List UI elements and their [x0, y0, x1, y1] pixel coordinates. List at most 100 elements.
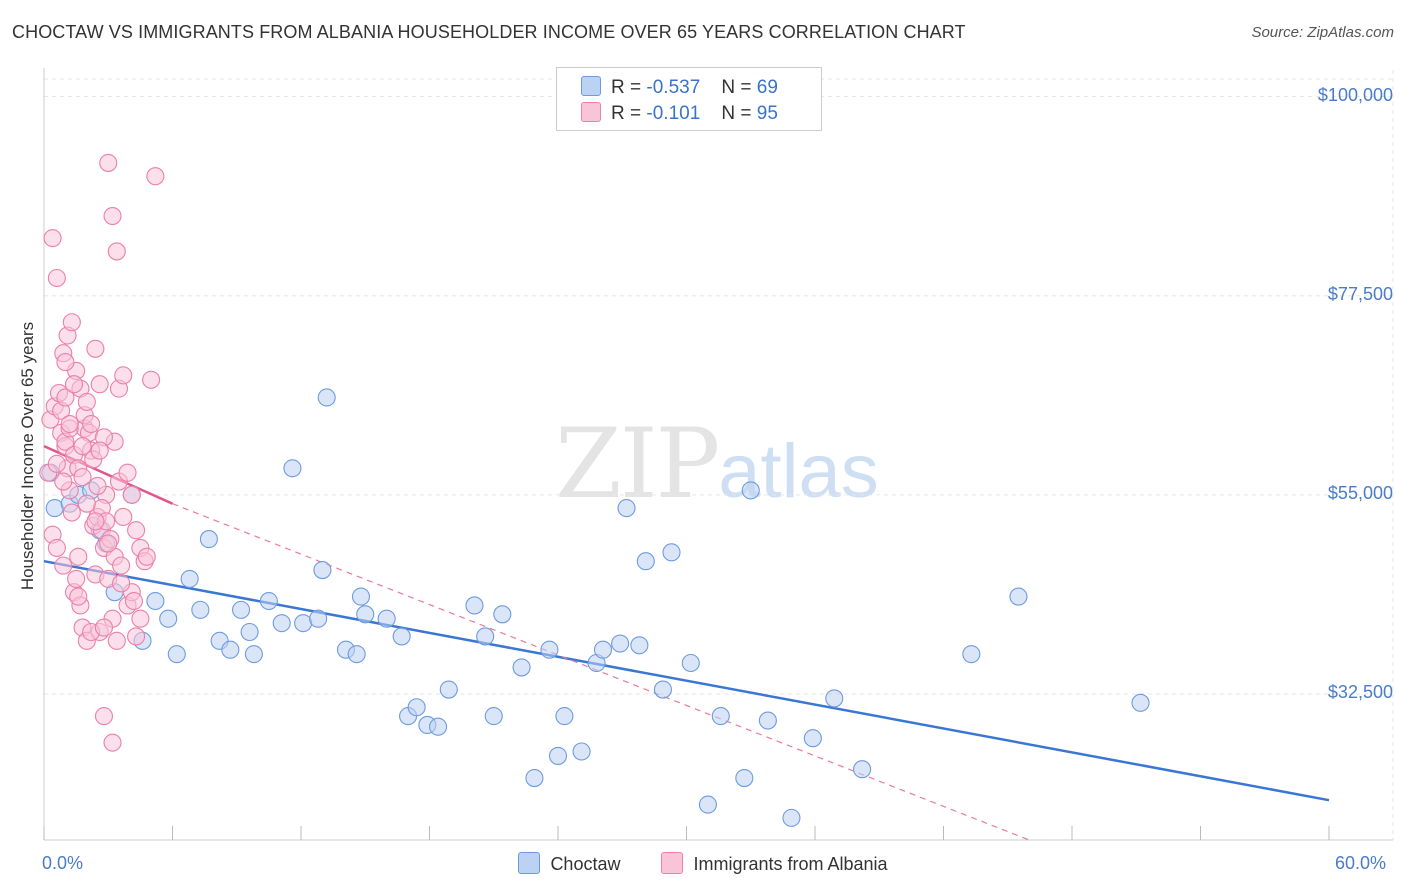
albania-point — [127, 627, 146, 646]
choctaw-point — [803, 729, 822, 748]
choctaw-point — [681, 653, 700, 673]
albania-point — [88, 476, 107, 496]
legend-item-choctaw: Choctaw — [518, 852, 620, 875]
choctaw-point — [735, 768, 754, 788]
legend-row-albania: R = -0.101 N = 95 — [581, 102, 778, 126]
choctaw-point — [377, 609, 396, 628]
choctaw-point — [555, 707, 574, 726]
choctaw-point — [512, 658, 531, 677]
choctaw-point — [636, 552, 655, 571]
y-axis-title: Householder Income Over 65 years — [18, 321, 37, 591]
choctaw-point — [465, 596, 484, 615]
choctaw-point — [392, 627, 411, 646]
stats-legend: R = -0.537 N = 69 R = -0.101 N = 95 — [556, 67, 822, 131]
albania-point — [114, 366, 133, 385]
choctaw-point — [698, 795, 717, 814]
albania-point — [64, 375, 84, 394]
choctaw-point — [180, 569, 199, 588]
choctaw-point — [221, 640, 240, 659]
choctaw-point — [630, 636, 649, 655]
choctaw-point — [309, 609, 328, 628]
albania-point — [112, 556, 131, 575]
choctaw-point — [294, 614, 313, 633]
albania-point — [77, 392, 96, 411]
choctaw-point — [429, 717, 448, 736]
albania-point — [127, 521, 146, 540]
choctaw-point — [240, 622, 259, 642]
albania-point — [73, 468, 92, 487]
albania-trend-line-extended — [172, 503, 1030, 841]
choctaw-point — [244, 645, 263, 664]
albania-point — [77, 494, 96, 513]
choctaw-point — [272, 614, 291, 633]
choctaw-point — [617, 499, 636, 518]
choctaw-point — [1131, 693, 1150, 712]
albania-point — [60, 414, 79, 434]
choctaw-point — [407, 698, 426, 717]
choctaw-point — [593, 640, 613, 659]
legend-swatch-blue — [518, 852, 541, 874]
albania-point — [47, 268, 66, 288]
legend-label: Choctaw — [550, 854, 621, 874]
choctaw-point — [572, 742, 591, 761]
choctaw-point — [439, 680, 458, 699]
choctaw-point — [853, 760, 872, 779]
albania-point — [43, 229, 62, 248]
choctaw-point — [476, 627, 495, 646]
albania-point — [82, 414, 101, 434]
albania-point — [124, 591, 143, 611]
albania-point — [86, 512, 105, 531]
choctaw-point — [191, 600, 210, 619]
choctaw-point — [711, 707, 730, 726]
choctaw-point — [653, 680, 672, 699]
y-tick-label: $100,000 — [1317, 84, 1393, 105]
albania-point — [114, 507, 133, 527]
albania-point — [90, 375, 109, 394]
albania-point — [131, 609, 150, 628]
choctaw-point — [199, 530, 218, 549]
choctaw-point — [662, 543, 681, 562]
axes — [43, 68, 1393, 841]
albania-point — [69, 587, 88, 606]
choctaw-point — [231, 600, 251, 619]
choctaw-point — [548, 746, 568, 765]
legend-row-choctaw: R = -0.537 N = 69 — [581, 76, 778, 100]
albania-point — [99, 534, 118, 553]
albania-point — [47, 454, 66, 473]
choctaw-point — [484, 707, 503, 726]
albania-point — [103, 733, 122, 752]
albania-point — [56, 388, 75, 407]
albania-point — [90, 441, 109, 460]
legend-swatch-blue — [581, 76, 601, 96]
legend-swatch-pink — [661, 852, 684, 874]
choctaw-trend-line — [43, 559, 1330, 802]
legend-r-label: R = — [611, 103, 642, 124]
choctaw-point — [347, 645, 366, 664]
legend-n-label: N = — [721, 103, 752, 124]
legend-swatch-pink — [581, 102, 601, 122]
choctaw-point — [611, 634, 630, 653]
choctaw-point — [962, 645, 981, 664]
data-points — [39, 153, 1150, 827]
choctaw-point — [493, 605, 512, 624]
albania-point — [103, 206, 122, 226]
choctaw-point — [283, 459, 302, 478]
albania-point — [47, 538, 66, 557]
albania-point — [112, 574, 131, 593]
albania-point — [67, 569, 86, 588]
legend-n-value: 69 — [756, 77, 778, 98]
choctaw-point — [782, 808, 801, 827]
albania-point — [56, 353, 75, 372]
x-tick-label-max: 60.0% — [1335, 853, 1387, 873]
albania-point — [69, 547, 88, 566]
albania-point — [107, 242, 126, 261]
chart-source: Source: ZipAtlas.com — [1251, 24, 1394, 41]
choctaw-point — [317, 388, 336, 407]
albania-point — [122, 485, 141, 504]
trend-lines — [43, 445, 1330, 841]
legend-r-value: -0.537 — [646, 77, 701, 98]
legend-item-albania: Immigrants from Albania — [661, 852, 888, 875]
y-tick-label: $55,000 — [1327, 482, 1393, 503]
choctaw-point — [825, 689, 844, 708]
